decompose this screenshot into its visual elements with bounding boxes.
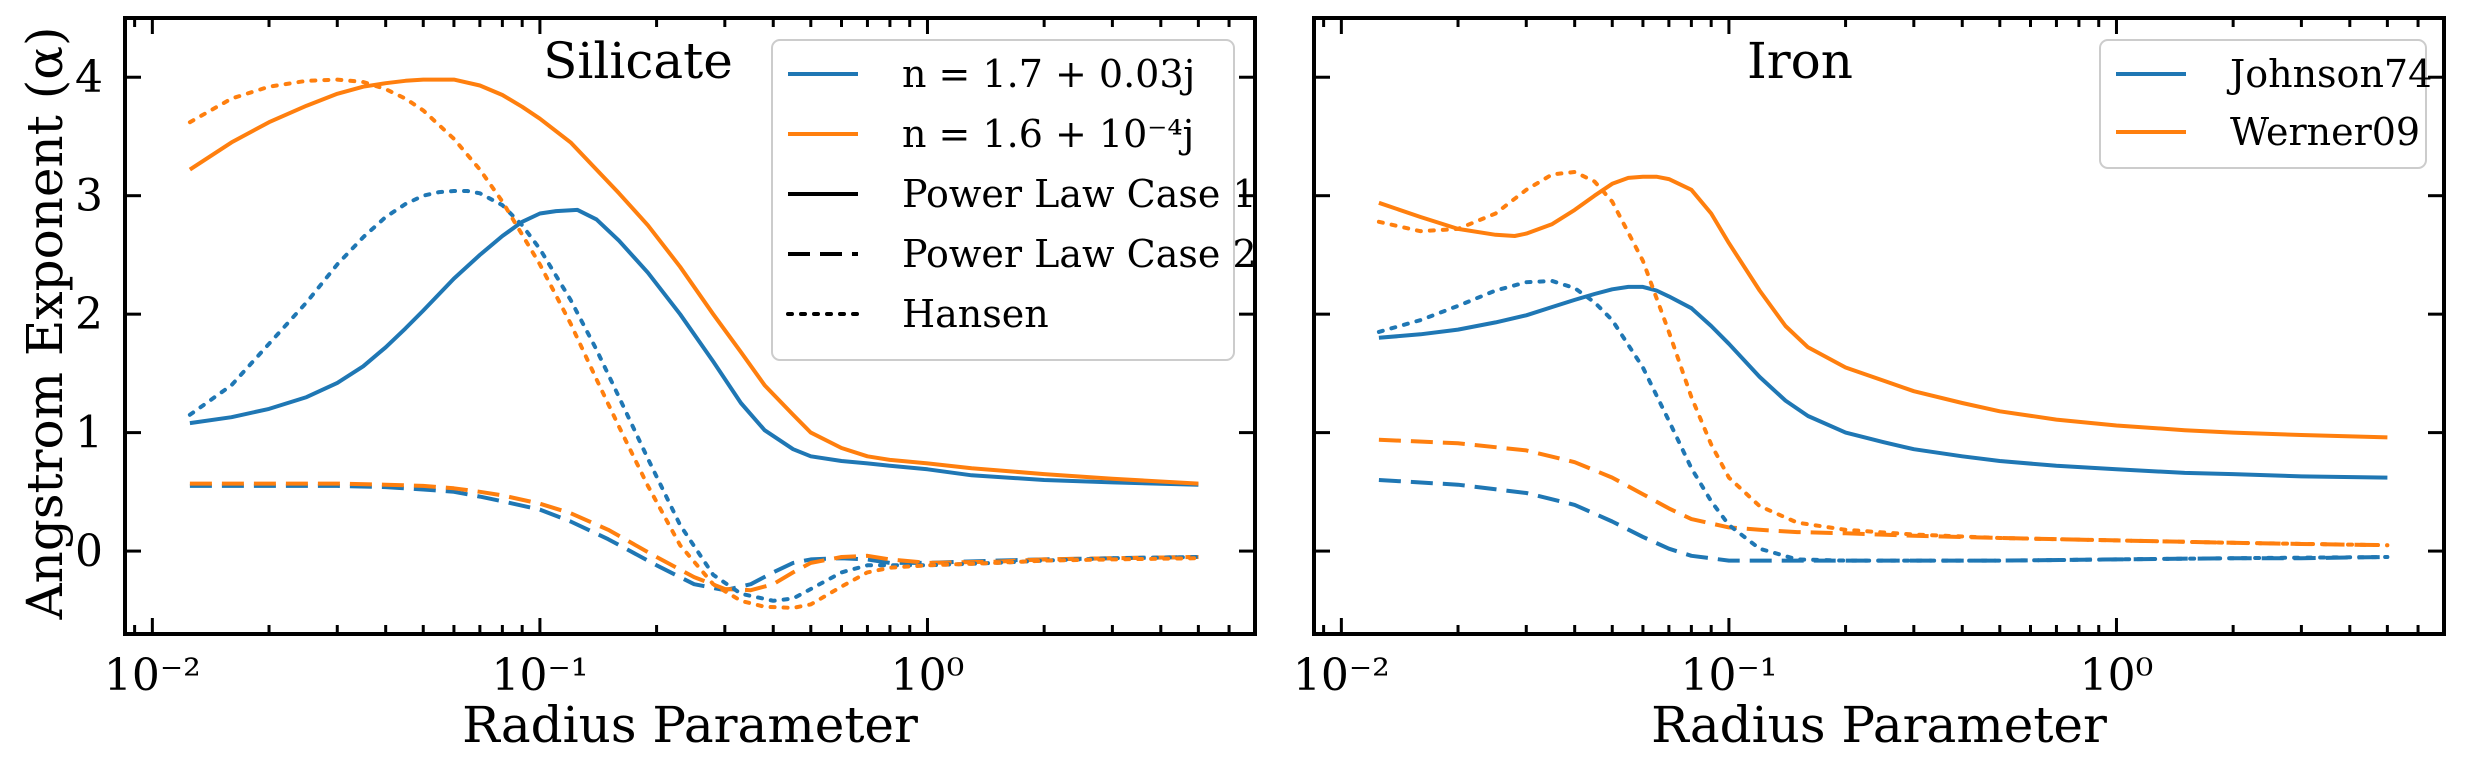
x-axis-label: Radius Parameter: [1651, 696, 2107, 754]
series-line-1: [1378, 174, 2388, 440]
series-line-1: [188, 77, 1199, 486]
legend-label: n = 1.7 + 0.03j: [902, 52, 1195, 96]
x-tick-label: 10⁻¹: [491, 650, 588, 701]
y-axis-label: Angstrom Exponent (α): [16, 27, 74, 621]
panel-title: Iron: [1747, 32, 1853, 90]
legend-label: n = 1.6 + 10⁻⁴j: [902, 112, 1194, 156]
series-line-3: [1378, 437, 2388, 548]
series-line-2: [189, 483, 1199, 593]
series-line-3: [189, 481, 1199, 593]
series-line-4: [187, 189, 1201, 603]
legend-label: Power Law Case 2: [902, 232, 1257, 276]
series-line-4: [1376, 279, 2390, 563]
legend-box: [771, 39, 1235, 361]
x-tick-label: 10⁻¹: [1680, 650, 1777, 701]
x-axis-label: Radius Parameter: [462, 696, 918, 754]
y-tick-label: 3: [75, 171, 103, 222]
y-tick-label: 4: [75, 52, 103, 103]
y-tick-label: 1: [75, 408, 103, 459]
series-group: [187, 77, 1201, 610]
y-tick-label: 2: [75, 289, 103, 340]
axes-frame: [1312, 16, 2446, 636]
series-line-5: [1376, 170, 2390, 548]
y-tick-label: 0: [75, 526, 103, 577]
silicate-panel: 10⁻² 10⁻¹ 10⁰ 0 1 2 3 4 Radius Parameter Silicate…: [75, 16, 1257, 754]
series-line-2: [1378, 478, 2388, 563]
series-line-0: [1378, 284, 2388, 480]
x-tick-label: 10⁻²: [104, 650, 201, 701]
legend-label: Werner09: [2230, 110, 2420, 154]
x-tick-label: 10⁰: [2080, 650, 2154, 701]
legend-label: Johnson74: [2226, 52, 2432, 96]
legend-label: Hansen: [902, 292, 1049, 336]
series-line-5: [187, 77, 1201, 610]
panel-title: Silicate: [543, 32, 733, 90]
axes-frame: [123, 16, 1257, 636]
legend-label: Power Law Case 1: [902, 172, 1257, 216]
legend: Johnson74 Werner09: [2099, 39, 2432, 169]
series-group: [1376, 170, 2390, 563]
x-tick-label: 10⁻²: [1293, 650, 1390, 701]
series-line-0: [189, 207, 1199, 487]
x-tick-label: 10⁰: [891, 650, 965, 701]
legend: n = 1.7 + 0.03j n = 1.6 + 10⁻⁴j Power Law …: [771, 39, 1257, 361]
